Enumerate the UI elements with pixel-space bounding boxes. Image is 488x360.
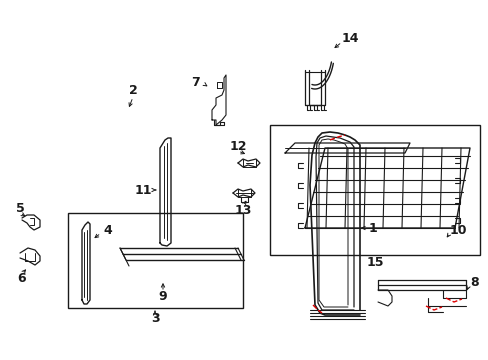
Text: 2: 2: [128, 84, 137, 96]
Text: 4: 4: [103, 225, 112, 238]
Text: 5: 5: [16, 202, 24, 215]
Text: 13: 13: [234, 203, 251, 216]
Bar: [269, 125, 479, 255]
Bar: [68, 213, 243, 308]
Text: 7: 7: [191, 76, 200, 89]
Text: 15: 15: [366, 256, 383, 269]
Text: 10: 10: [448, 224, 466, 237]
Text: 14: 14: [341, 31, 358, 45]
Text: 3: 3: [150, 311, 159, 324]
Text: 9: 9: [159, 289, 167, 302]
Text: 12: 12: [229, 139, 246, 153]
Text: 6: 6: [18, 271, 26, 284]
Text: 1: 1: [368, 221, 377, 234]
Text: 8: 8: [470, 275, 478, 288]
Text: 11: 11: [134, 184, 151, 197]
